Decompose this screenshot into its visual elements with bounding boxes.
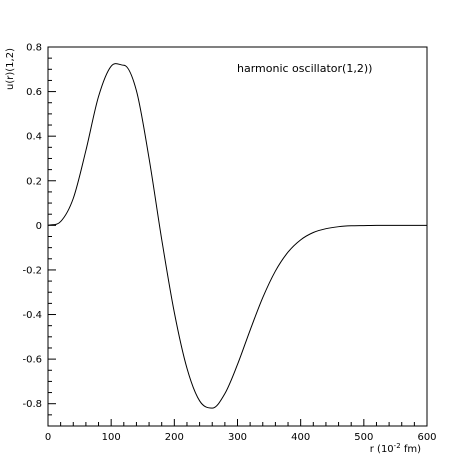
series-line (47, 63, 427, 409)
y-tick-label: -0.4 (22, 310, 42, 321)
y-tick-label: 0.6 (26, 87, 42, 98)
annotation-text: harmonic oscillator(1,2)) (237, 62, 372, 75)
x-axis-title-superscript: -2 (394, 442, 401, 450)
y-tick-label: -0.6 (22, 355, 42, 366)
x-tick-label: 600 (417, 432, 436, 443)
y-tick-label: -0.8 (22, 399, 42, 410)
x-tick-label: 100 (102, 432, 121, 443)
x-axis: 0 100 200 300 400 500 600 (45, 419, 437, 443)
y-tick-label: 0.8 (26, 43, 42, 54)
y-tick-label: 0.2 (26, 176, 42, 187)
x-tick-label: 200 (165, 432, 184, 443)
y-tick-label: 0 (36, 221, 42, 232)
plot-frame (47, 46, 428, 427)
y-axis-title: u(r)(1,2) (5, 48, 16, 90)
y-axis: -0.8 -0.6 -0.4 -0.2 0 0.2 0.4 0.6 0.8 (22, 43, 56, 427)
y-tick-label: -0.2 (22, 265, 42, 276)
x-tick-label: 500 (354, 432, 373, 443)
x-tick-label: 0 (45, 432, 51, 443)
x-tick-label: 300 (228, 432, 247, 443)
x-axis-title: r (10-2 fm) (370, 442, 421, 455)
x-tick-label: 400 (291, 432, 310, 443)
y-tick-label: 0.4 (26, 132, 42, 143)
